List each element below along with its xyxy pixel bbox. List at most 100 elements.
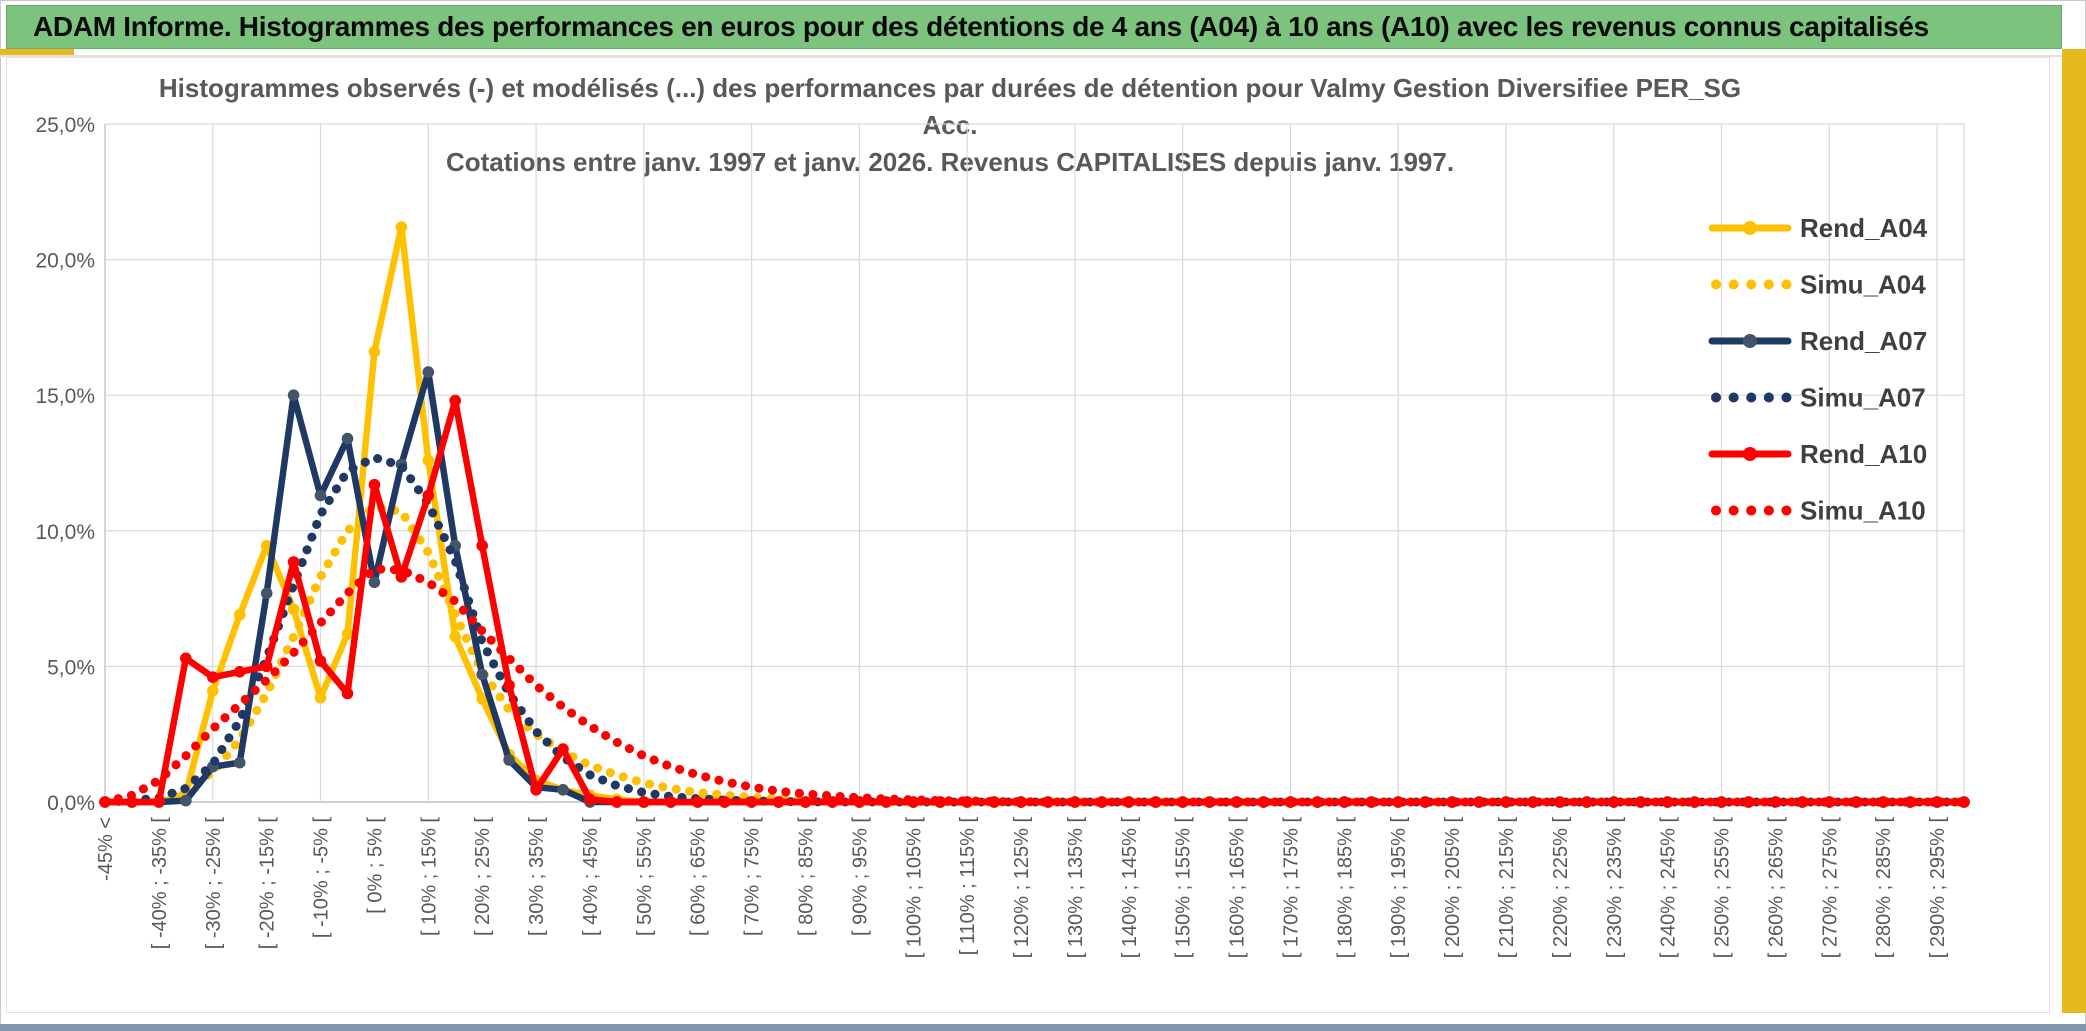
series-marker-Rend_A10	[503, 679, 515, 692]
series-marker-Rend_A04	[449, 630, 462, 643]
legend-label: Simu_A10	[1800, 496, 1926, 526]
y-tick-label: 0,0%	[47, 792, 95, 815]
x-tick-label: -45% <	[95, 817, 117, 881]
x-tick-label: [ 40% ; 45% [	[580, 817, 602, 936]
legend-item-Simu_A07: Simu_A07	[1711, 383, 1926, 413]
x-tick-label: [ 10% ; 15% [	[418, 817, 440, 936]
legend-item-Rend_A10: Rend_A10	[1708, 439, 1927, 469]
x-tick-label: [ -10% ; -5% [	[311, 817, 333, 939]
report-header-title: ADAM Informe. Histogrammes des performan…	[33, 11, 1929, 42]
chart-area	[6, 57, 2050, 1013]
series-marker-Rend_A10	[799, 796, 812, 808]
series-marker-Rend_A07	[341, 432, 354, 445]
series-marker-Rend_A10	[638, 796, 650, 808]
y-tick-label: 20,0%	[35, 250, 95, 273]
series-marker-Rend_A10	[449, 394, 462, 407]
series-marker-Rend_A04	[368, 346, 381, 358]
series-marker-Rend_A10	[287, 556, 300, 568]
legend-item-Rend_A07: Rend_A07	[1708, 326, 1927, 356]
series-marker-Rend_A07	[260, 587, 273, 599]
series-marker-Rend_A04	[341, 628, 354, 640]
x-tick-label: [ -30% ; -25% [	[203, 817, 225, 950]
x-tick-label: [ 150% ; 155% [	[1173, 817, 1195, 959]
y-tick-label: 5,0%	[47, 656, 95, 679]
y-tick-label: 25,0%	[35, 114, 95, 137]
gold-accent-left	[0, 49, 74, 55]
series-marker-Rend_A07	[314, 489, 327, 502]
x-tick-label: [ 240% ; 245% [	[1658, 817, 1680, 959]
header-divider	[0, 55, 2086, 57]
series-marker-Rend_A10	[368, 478, 381, 491]
series-marker-Rend_A04	[395, 221, 408, 233]
legend-marker-sample	[1743, 221, 1757, 235]
series-line-Rend_A07	[101, 368, 1968, 806]
series-marker-Rend_A10	[772, 796, 785, 808]
series-marker-Rend_A10	[665, 796, 677, 808]
x-tick-label: [ 280% ; 285% [	[1873, 817, 1895, 959]
series-marker-Rend_A07	[233, 756, 246, 769]
series-marker-Rend_A10	[476, 539, 489, 552]
series-marker-Rend_A07	[287, 389, 300, 402]
x-tick-label: [ -40% ; -35% [	[149, 817, 171, 950]
series-marker-Rend_A10	[745, 796, 758, 808]
series-marker-Rend_A10	[826, 796, 839, 808]
series-marker-Rend_A10	[530, 784, 542, 796]
x-tick-label: [ 250% ; 255% [	[1712, 817, 1734, 959]
x-tick-label: [ 230% ; 235% [	[1604, 817, 1626, 959]
series-marker-Rend_A07	[476, 668, 489, 681]
x-tick-label: [ 80% ; 85% [	[795, 817, 817, 936]
legend-item-Simu_A10: Simu_A10	[1711, 496, 1926, 526]
x-tick-label: [ 130% ; 135% [	[1065, 817, 1087, 959]
x-tick-label: [ 60% ; 65% [	[688, 817, 710, 936]
series-marker-Rend_A07	[503, 754, 515, 766]
series-marker-Rend_A10	[207, 671, 219, 683]
series-marker-Rend_A10	[718, 796, 731, 808]
x-tick-label: [ -20% ; -15% [	[257, 817, 279, 950]
x-tick-label: [ 180% ; 185% [	[1334, 817, 1356, 959]
x-tick-label: [ 210% ; 215% [	[1496, 817, 1518, 959]
x-tick-label: [ 270% ; 275% [	[1819, 817, 1841, 959]
series-marker-Rend_A04	[476, 693, 489, 705]
x-tick-label: [ 160% ; 165% [	[1227, 817, 1249, 959]
legend-label: Simu_A04	[1800, 270, 1926, 300]
bottom-accent-bar	[0, 1024, 2086, 1031]
chart-title-line2: Cotations entre janv. 1997 et janv. 2026…	[445, 147, 1455, 177]
series-marker-Rend_A10	[180, 652, 192, 665]
y-tick-label: 10,0%	[35, 521, 95, 544]
x-tick-label: [ 220% ; 225% [	[1550, 817, 1572, 959]
series-marker-Rend_A10	[557, 743, 569, 755]
report-header: ADAM Informe. Histogrammes des performan…	[6, 5, 2062, 49]
x-tick-label: [ 200% ; 205% [	[1442, 817, 1464, 959]
series-marker-Rend_A10	[1958, 796, 1970, 808]
series-marker-Rend_A10	[153, 796, 165, 808]
x-tick-label: [ 110% ; 115% [	[957, 817, 979, 956]
legend-label: Rend_A10	[1800, 439, 1927, 469]
gold-accent-right	[2062, 49, 2086, 1013]
series-marker-Rend_A07	[368, 576, 381, 589]
chart-title-line1: Histogrammes observés (-) et modélisés (…	[158, 73, 1742, 140]
x-tick-label: [ 260% ; 265% [	[1765, 817, 1787, 959]
legend-label: Simu_A07	[1800, 383, 1926, 413]
series-marker-Rend_A04	[207, 685, 219, 697]
legend-label: Rend_A07	[1800, 326, 1927, 356]
x-tick-label: [ 170% ; 175% [	[1280, 817, 1302, 959]
series-marker-Rend_A10	[584, 793, 596, 806]
series-marker-Rend_A07	[422, 366, 435, 378]
x-tick-label: [ 0% ; 5% [	[364, 817, 386, 914]
x-tick-label: [ 140% ; 145% [	[1119, 817, 1141, 959]
x-tick-label: [ 120% ; 125% [	[1011, 817, 1033, 959]
x-tick-label: [ 20% ; 25% [	[472, 817, 494, 936]
x-tick-label: [ 90% ; 95% [	[849, 817, 871, 936]
series-marker-Rend_A04	[314, 691, 327, 704]
legend-marker-sample	[1743, 334, 1757, 348]
series-marker-Rend_A04	[287, 603, 300, 616]
legend-item-Simu_A04: Simu_A04	[1711, 270, 1926, 300]
series-marker-Rend_A10	[422, 489, 435, 502]
series-marker-Rend_A04	[422, 454, 435, 467]
series-marker-Rend_A07	[557, 784, 569, 796]
y-tick-label: 15,0%	[35, 385, 95, 408]
x-tick-label: [ 50% ; 55% [	[634, 817, 656, 936]
series-marker-Rend_A10	[611, 796, 623, 808]
x-tick-label: [ 70% ; 75% [	[742, 817, 764, 936]
